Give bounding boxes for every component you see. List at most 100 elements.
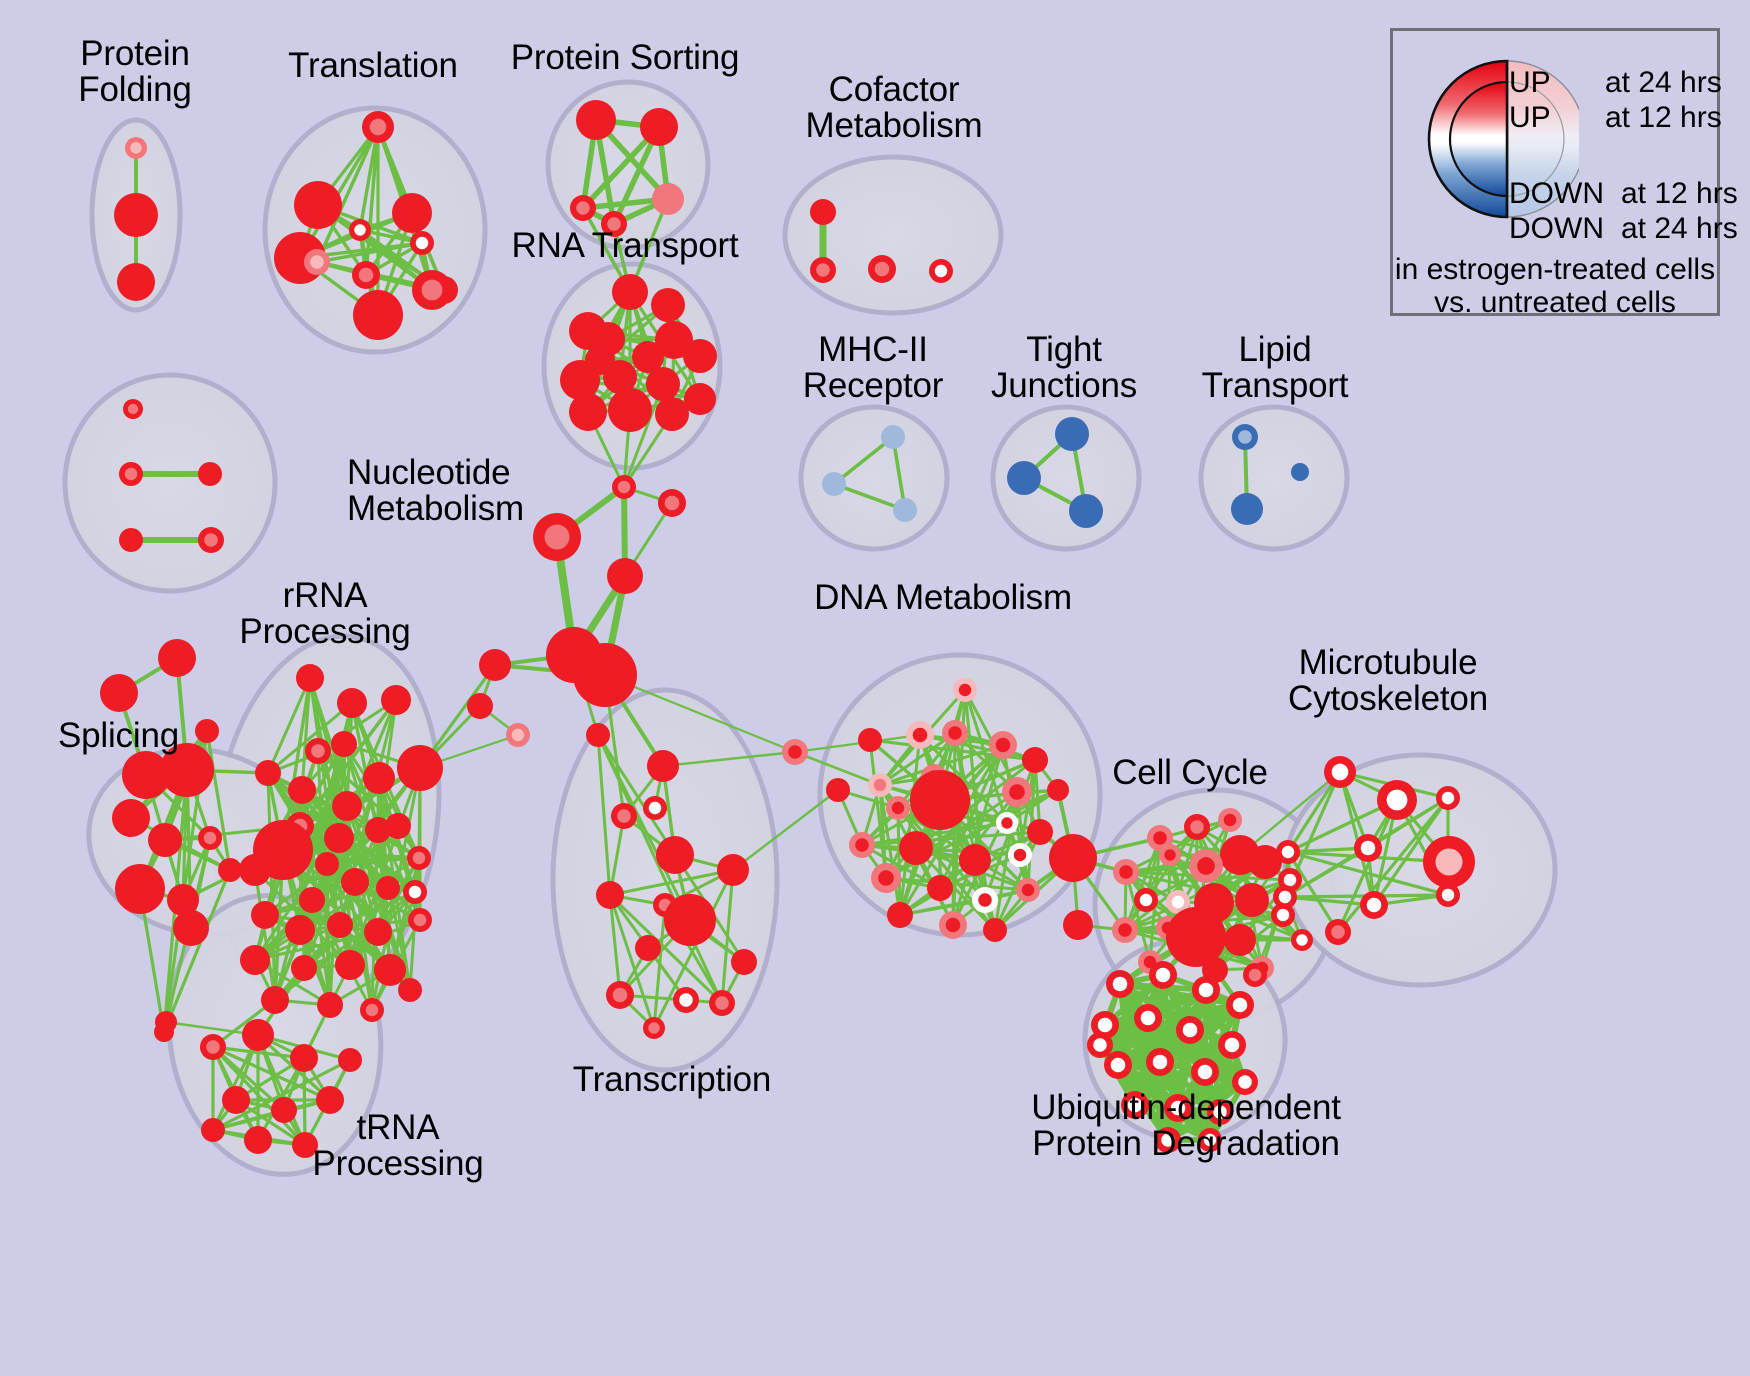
network-node[interactable] <box>646 367 680 401</box>
network-node[interactable] <box>365 817 391 843</box>
network-node[interactable] <box>285 915 315 945</box>
network-node[interactable] <box>643 1017 665 1039</box>
network-node[interactable] <box>1166 907 1226 967</box>
network-node[interactable] <box>1324 756 1356 788</box>
network-node[interactable] <box>533 513 581 561</box>
network-node[interactable] <box>906 721 934 749</box>
network-node[interactable] <box>381 685 411 715</box>
network-node[interactable] <box>123 399 143 419</box>
network-node[interactable] <box>1112 917 1138 943</box>
network-node[interactable] <box>324 823 354 853</box>
network-node[interactable] <box>1164 1094 1192 1122</box>
network-node[interactable] <box>782 739 808 765</box>
network-node[interactable] <box>632 341 664 373</box>
network-node[interactable] <box>569 393 607 431</box>
network-node[interactable] <box>316 1086 344 1114</box>
network-node[interactable] <box>1354 834 1382 862</box>
network-node[interactable] <box>408 908 432 932</box>
network-node[interactable] <box>341 868 369 896</box>
network-node[interactable] <box>1049 834 1097 882</box>
network-node[interactable] <box>570 195 596 221</box>
network-node[interactable] <box>1184 814 1210 840</box>
network-node[interactable] <box>222 1086 250 1114</box>
network-node[interactable] <box>1134 1004 1162 1032</box>
network-node[interactable] <box>927 875 953 901</box>
network-node[interactable] <box>684 383 716 415</box>
network-node[interactable] <box>1271 903 1295 927</box>
network-node[interactable] <box>655 397 689 431</box>
network-node[interactable] <box>296 664 324 692</box>
network-node[interactable] <box>148 823 182 857</box>
network-node[interactable] <box>573 643 637 707</box>
network-node[interactable] <box>1218 1031 1246 1059</box>
network-node[interactable] <box>1423 836 1475 888</box>
network-node[interactable] <box>374 954 406 986</box>
network-node[interactable] <box>261 986 289 1014</box>
network-node[interactable] <box>125 137 147 159</box>
network-node[interactable] <box>953 678 977 702</box>
network-node[interactable] <box>315 852 339 876</box>
network-node[interactable] <box>858 728 882 752</box>
network-node[interactable] <box>929 259 953 283</box>
network-node[interactable] <box>1436 883 1460 907</box>
network-node[interactable] <box>1106 970 1134 998</box>
network-node[interactable] <box>155 1011 177 1033</box>
network-node[interactable] <box>1155 1127 1181 1153</box>
network-node[interactable] <box>1192 976 1220 1004</box>
network-node[interactable] <box>822 472 846 496</box>
network-node[interactable] <box>1007 461 1041 495</box>
network-node[interactable] <box>942 720 968 746</box>
network-node[interactable] <box>1146 1048 1174 1076</box>
network-node[interactable] <box>200 1034 226 1060</box>
network-node[interactable] <box>651 288 685 322</box>
network-node[interactable] <box>656 836 694 874</box>
network-node[interactable] <box>397 745 443 791</box>
network-node[interactable] <box>332 791 362 821</box>
network-node[interactable] <box>1002 777 1032 807</box>
network-node[interactable] <box>337 688 367 718</box>
network-node[interactable] <box>1104 1051 1132 1079</box>
network-node[interactable] <box>1291 929 1313 951</box>
network-node[interactable] <box>612 274 648 310</box>
network-node[interactable] <box>1091 1011 1119 1039</box>
network-node[interactable] <box>288 776 316 804</box>
network-node[interactable] <box>198 527 224 553</box>
network-node[interactable] <box>899 831 933 865</box>
network-node[interactable] <box>1291 463 1309 481</box>
network-node[interactable] <box>881 425 905 449</box>
network-node[interactable] <box>612 475 636 499</box>
network-node[interactable] <box>939 911 967 939</box>
network-node[interactable] <box>398 978 422 1002</box>
network-node[interactable] <box>1063 910 1093 940</box>
network-node[interactable] <box>1159 844 1181 866</box>
network-node[interactable] <box>596 881 624 909</box>
network-node[interactable] <box>1121 1091 1149 1119</box>
network-node[interactable] <box>114 193 158 237</box>
network-node[interactable] <box>160 743 214 797</box>
network-node[interactable] <box>673 987 699 1013</box>
network-node[interactable] <box>1069 494 1103 528</box>
network-node[interactable] <box>1176 1016 1204 1044</box>
network-node[interactable] <box>352 261 380 289</box>
network-node[interactable] <box>1147 825 1173 851</box>
network-node[interactable] <box>407 846 431 870</box>
network-node[interactable] <box>1207 1099 1233 1125</box>
network-node[interactable] <box>239 854 271 886</box>
network-node[interactable] <box>360 998 384 1022</box>
network-node[interactable] <box>1224 924 1256 956</box>
network-node[interactable] <box>335 950 365 980</box>
network-node[interactable] <box>887 902 913 928</box>
network-node[interactable] <box>327 912 353 938</box>
network-node[interactable] <box>709 990 735 1016</box>
network-node[interactable] <box>1243 963 1267 987</box>
network-node[interactable] <box>299 887 325 913</box>
network-node[interactable] <box>1134 888 1158 912</box>
network-node[interactable] <box>586 723 610 747</box>
network-node[interactable] <box>886 796 910 820</box>
network-node[interactable] <box>1016 878 1040 902</box>
network-node[interactable] <box>826 778 850 802</box>
network-node[interactable] <box>1047 779 1069 801</box>
network-node[interactable] <box>871 863 901 893</box>
network-node[interactable] <box>664 894 716 946</box>
network-node[interactable] <box>255 760 281 786</box>
